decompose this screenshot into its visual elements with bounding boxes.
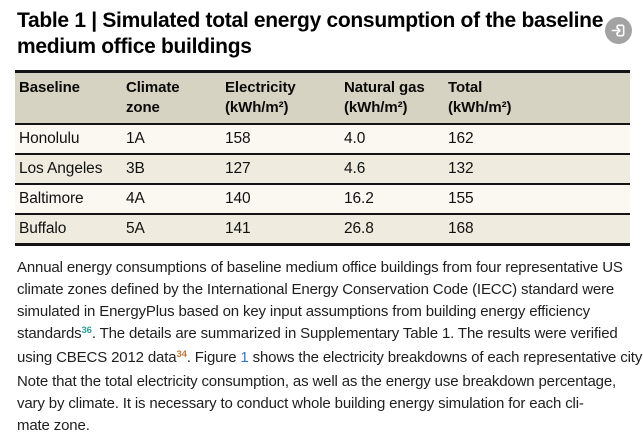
table-cell: Baltimore xyxy=(19,190,84,207)
table-cell: 4.6 xyxy=(344,160,366,177)
table-cell: 155 xyxy=(448,190,474,207)
table-cell: 127 xyxy=(225,160,251,177)
caption-line: standards36. The details are summarized … xyxy=(17,323,643,347)
caption-text: . The details are summarized in Suppleme… xyxy=(91,325,618,342)
caption-line: using CBECS 2012 data34. Figure 1 shows … xyxy=(17,347,643,371)
caption-line: vary by climate. It is necessary to cond… xyxy=(17,393,643,415)
column-header: Climate zone xyxy=(126,79,180,116)
caption-text: mate zone. xyxy=(17,417,90,434)
table-body: Honolulu 1A 158 4.0 162 Los Angeles 3B 127 4.6 13… xyxy=(15,125,630,243)
caption-text: simulated in EnergyPlus based on key inp… xyxy=(17,303,590,320)
table-cell: 141 xyxy=(225,220,251,237)
table-cell: 168 xyxy=(448,220,474,237)
reference-superscript[interactable]: 34 xyxy=(176,349,187,360)
caption-text: standards xyxy=(17,325,82,342)
table-cell: 4.0 xyxy=(344,130,366,147)
caption-text: . Figure xyxy=(186,349,241,366)
expand-table-button[interactable] xyxy=(605,17,632,44)
table-row: Los Angeles 3B 127 4.6 132 xyxy=(15,153,630,183)
table-cell: 1A xyxy=(126,130,145,147)
caption-text: vary by climate. It is necessary to cond… xyxy=(17,395,584,412)
table-cell: 3B xyxy=(126,160,145,177)
caption-text: shows the electricity breakdowns of each… xyxy=(248,349,643,366)
table-cell: 158 xyxy=(225,130,251,147)
table-row: Buffalo 5A 141 26.8 168 xyxy=(15,213,630,243)
table-row: Honolulu 1A 158 4.0 162 xyxy=(15,125,630,153)
table-cell: 16.2 xyxy=(344,190,374,207)
table-row: Baltimore 4A 140 16.2 155 xyxy=(15,183,630,213)
column-header: Electricity (kWh/m²) xyxy=(225,79,296,116)
column-header: Baseline xyxy=(19,79,80,96)
caption-line: simulated in EnergyPlus based on key inp… xyxy=(17,301,643,323)
reference-superscript[interactable]: 36 xyxy=(81,325,92,336)
table-title: Table 1 | Simulated total energy consump… xyxy=(17,8,643,60)
caption-text: climate zones defined by the Internation… xyxy=(17,281,615,298)
table-cell: Buffalo xyxy=(19,220,67,237)
caption-line: Annual energy consumptions of baseline m… xyxy=(17,257,643,279)
column-header: Total (kWh/m²) xyxy=(448,79,512,116)
table-cell: Los Angeles xyxy=(19,160,103,177)
caption-text: using CBECS 2012 data xyxy=(17,349,177,366)
caption-line: Note that the total electricity consumpt… xyxy=(17,371,643,393)
caption-line: climate zones defined by the Internation… xyxy=(17,279,643,301)
table-cell: 132 xyxy=(448,160,474,177)
table-cell: 140 xyxy=(225,190,251,207)
figure-1-link[interactable]: 1 xyxy=(240,349,249,366)
energy-table: Baseline Climate zone Electricity (kWh/m²) Na… xyxy=(15,70,630,246)
table-cell: 5A xyxy=(126,220,145,237)
caption-text: Note that the total electricity consumpt… xyxy=(17,373,617,390)
table-cell: Honolulu xyxy=(19,130,80,147)
table-header-row: Baseline Climate zone Electricity (kWh/m²) Na… xyxy=(15,73,630,125)
table-cell: 26.8 xyxy=(344,220,374,237)
table-caption: Annual energy consumptions of baseline m… xyxy=(17,257,643,437)
column-header: Natural gas (kWh/m²) xyxy=(344,79,425,116)
table-cell: 4A xyxy=(126,190,145,207)
table-cell: 162 xyxy=(448,130,474,147)
table-title-line2: medium office buildings xyxy=(17,35,252,58)
open-in-icon xyxy=(611,24,625,37)
caption-line: mate zone. xyxy=(17,415,643,437)
page: Table 1 | Simulated total energy consump… xyxy=(0,8,643,434)
caption-text: Annual energy consumptions of baseline m… xyxy=(17,259,623,276)
table-title-line1: Table 1 | Simulated total energy consump… xyxy=(17,9,604,32)
